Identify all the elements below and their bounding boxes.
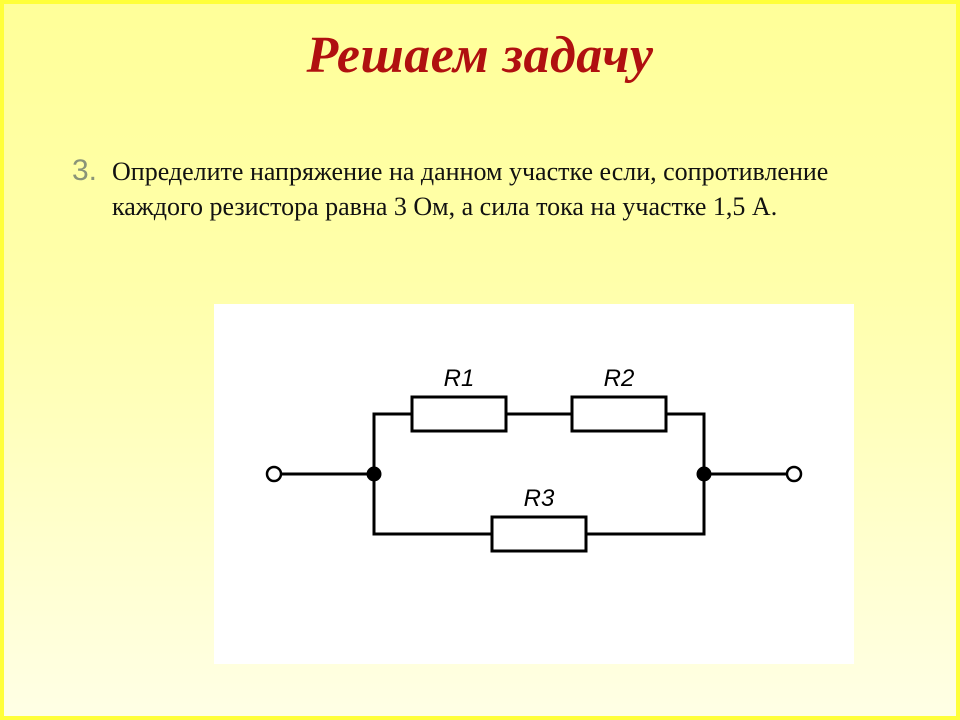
node-nr [697, 467, 711, 481]
terminal-tl [267, 467, 281, 481]
resistor-label-r3: R3 [524, 485, 555, 512]
circuit-svg: R1 R2 R3 [214, 304, 854, 664]
slide: Решаем задачу 3. Определите напряжение н… [0, 0, 960, 720]
wire [374, 414, 412, 474]
wire [586, 474, 704, 534]
resistor-r3 [492, 517, 586, 551]
wire [374, 474, 492, 534]
resistor-label-r2: R2 [604, 365, 635, 392]
resistor-r2 [572, 397, 666, 431]
page-title: Решаем задачу [4, 26, 956, 85]
resistor-label-r1: R1 [444, 365, 475, 392]
problem-text: Определите напряжение на данном участке … [112, 154, 842, 224]
terminal-tr [787, 467, 801, 481]
question-number: 3. [72, 154, 97, 188]
wire [666, 414, 704, 474]
resistor-r1 [412, 397, 506, 431]
circuit-diagram: R1 R2 R3 [214, 304, 854, 664]
node-nl [367, 467, 381, 481]
